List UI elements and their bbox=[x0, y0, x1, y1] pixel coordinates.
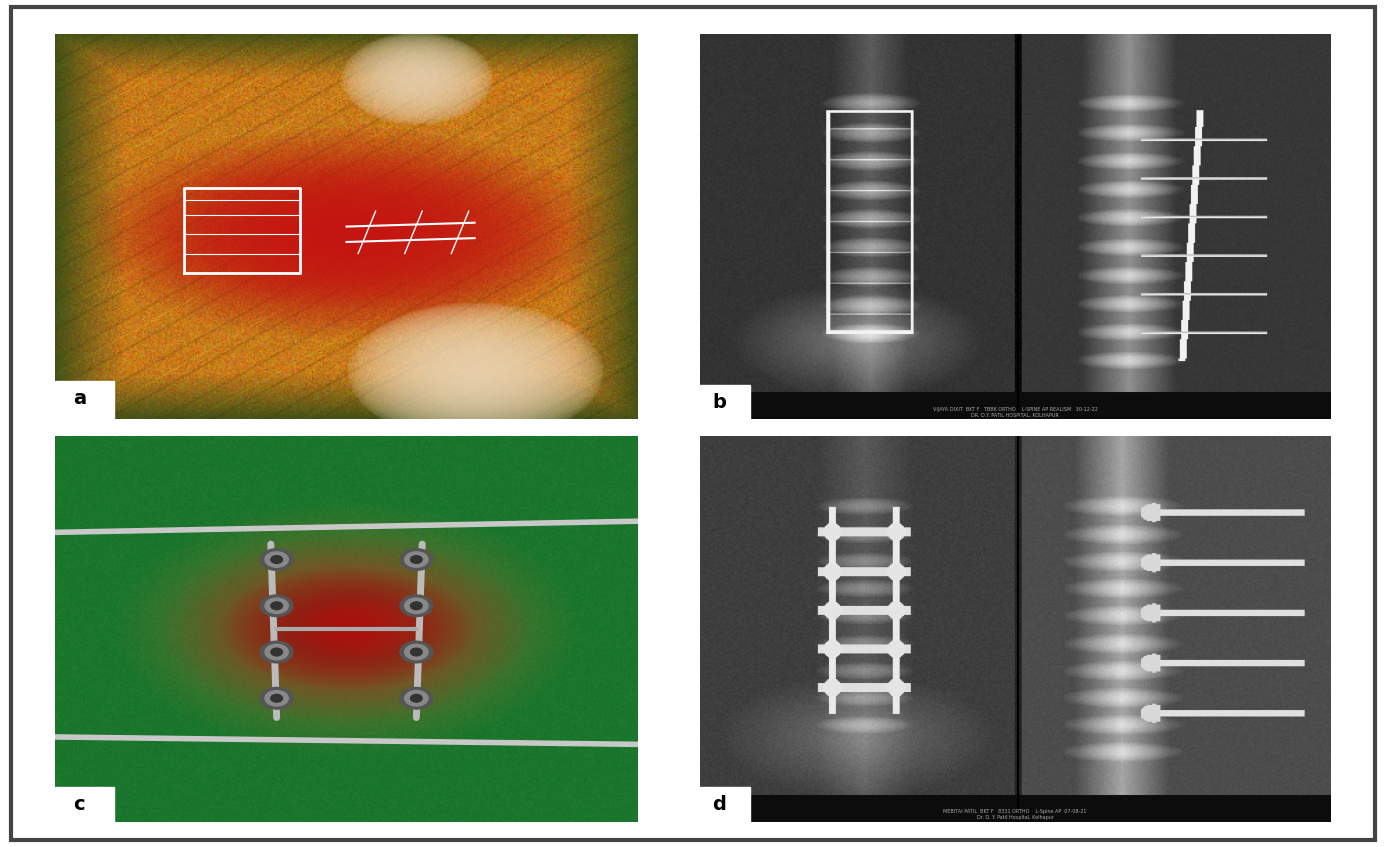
Circle shape bbox=[405, 690, 428, 706]
Circle shape bbox=[261, 595, 292, 617]
Circle shape bbox=[261, 641, 292, 663]
Circle shape bbox=[261, 549, 292, 570]
Text: DR. D.Y. PATIL HOSPITAL, KOLHAPUR: DR. D.Y. PATIL HOSPITAL, KOLHAPUR bbox=[972, 412, 1059, 418]
Circle shape bbox=[401, 688, 432, 709]
Circle shape bbox=[265, 690, 288, 706]
Circle shape bbox=[401, 641, 432, 663]
Text: Dr. D. Y. Patil Hospital, Kolhapur: Dr. D. Y. Patil Hospital, Kolhapur bbox=[977, 815, 1053, 820]
Circle shape bbox=[405, 598, 428, 613]
Circle shape bbox=[270, 695, 283, 702]
Text: c: c bbox=[73, 794, 85, 814]
Circle shape bbox=[270, 556, 283, 563]
Circle shape bbox=[270, 648, 283, 656]
Bar bbox=[700, 787, 750, 822]
Circle shape bbox=[265, 645, 288, 660]
Bar bbox=[55, 380, 114, 419]
Circle shape bbox=[265, 552, 288, 567]
FancyBboxPatch shape bbox=[11, 7, 1375, 840]
Circle shape bbox=[410, 602, 423, 610]
Bar bbox=[55, 787, 114, 822]
Text: a: a bbox=[73, 389, 86, 407]
Circle shape bbox=[401, 549, 432, 570]
Circle shape bbox=[410, 556, 423, 563]
Circle shape bbox=[410, 648, 423, 656]
Circle shape bbox=[410, 695, 423, 702]
Text: b: b bbox=[712, 392, 726, 412]
Circle shape bbox=[405, 552, 428, 567]
Bar bbox=[700, 385, 750, 419]
Text: MEBITAI PATIL  BKT F   8331 ORTHO    L-Spine AP  07-08-21: MEBITAI PATIL BKT F 8331 ORTHO L-Spine A… bbox=[944, 809, 1087, 814]
Circle shape bbox=[270, 602, 283, 610]
Circle shape bbox=[405, 645, 428, 660]
Text: VIJAYA DIXIT  BKT F   TBBK ORTHO    L-SPINE AP REALISM   30-12-22: VIJAYA DIXIT BKT F TBBK ORTHO L-SPINE AP… bbox=[933, 407, 1098, 412]
Circle shape bbox=[261, 688, 292, 709]
Text: d: d bbox=[712, 794, 726, 814]
Circle shape bbox=[401, 595, 432, 617]
Circle shape bbox=[265, 598, 288, 613]
